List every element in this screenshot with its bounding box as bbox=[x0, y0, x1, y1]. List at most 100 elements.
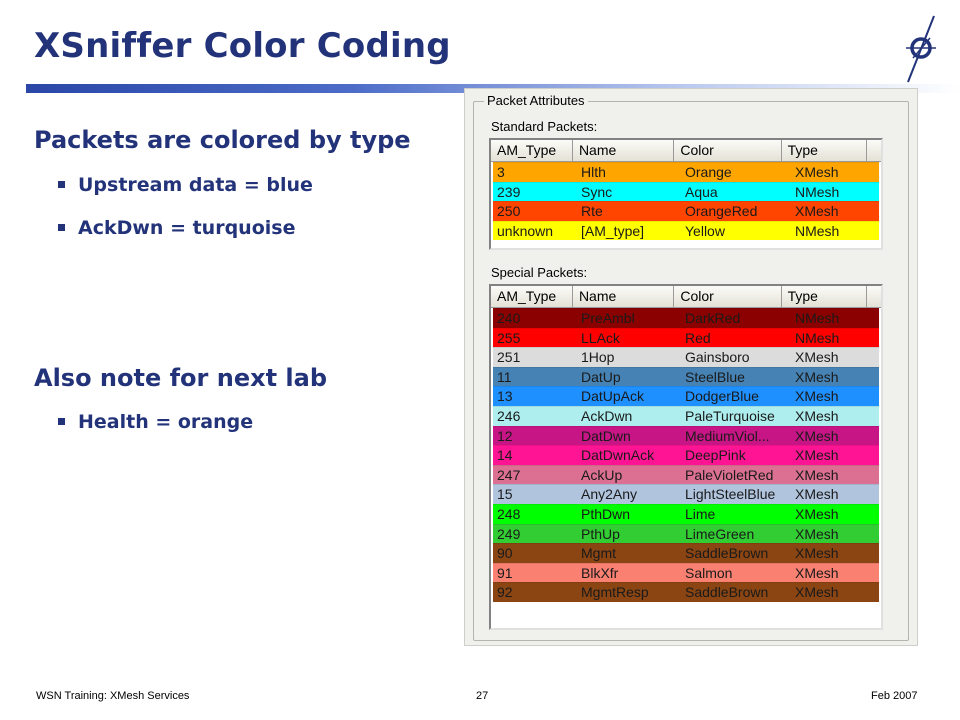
table-row[interactable]: 249 PthUp LimeGreen XMesh bbox=[493, 523, 879, 544]
cell-type: XMesh bbox=[795, 349, 839, 366]
table-row[interactable]: 255 LLAck Red NMesh bbox=[493, 327, 879, 348]
bullet-text: AckDwn = turquoise bbox=[78, 217, 296, 239]
cell-color: Aqua bbox=[685, 183, 718, 200]
standard-packets-list[interactable]: AM_Type Name Color Type 3 Hlth Orange XMesh… bbox=[489, 138, 883, 250]
table-row[interactable]: 14 DatDwnAck DeepPink XMesh bbox=[493, 445, 879, 465]
table-row[interactable]: unknown [AM_type] Yellow NMesh bbox=[493, 220, 879, 241]
cell-color: DarkRed bbox=[685, 310, 741, 326]
cell-type: XMesh bbox=[795, 486, 839, 503]
cell-am: unknown bbox=[497, 222, 554, 239]
cell-color: Yellow bbox=[685, 222, 725, 239]
cell-type: XMesh bbox=[795, 584, 839, 601]
cell-am: 92 bbox=[497, 584, 513, 601]
table-row[interactable]: 13 DatUpAck DodgerBlue XMesh bbox=[493, 386, 879, 406]
cell-color: SaddleBrown bbox=[685, 584, 769, 601]
cell-color: PaleVioletRed bbox=[685, 466, 774, 483]
groupbox-label: Packet Attributes bbox=[484, 93, 588, 108]
cell-name: BlkXfr bbox=[581, 564, 619, 581]
standard-packets-label: Standard Packets: bbox=[491, 119, 598, 134]
heading-next-lab: Also note for next lab bbox=[34, 364, 328, 392]
compass-logo-icon bbox=[906, 15, 936, 83]
cell-name: MgmtResp bbox=[581, 584, 649, 601]
cell-type: XMesh bbox=[795, 447, 839, 464]
cell-type: NMesh bbox=[795, 310, 840, 326]
column-header-color[interactable]: Color bbox=[674, 286, 782, 308]
column-header-name[interactable]: Name bbox=[572, 140, 675, 162]
cell-am: 14 bbox=[497, 447, 513, 464]
cell-type: XMesh bbox=[795, 466, 839, 483]
cell-am: 246 bbox=[497, 407, 521, 424]
bullet-ackdwn: AckDwn = turquoise bbox=[58, 217, 296, 239]
bullet-square-icon bbox=[58, 181, 65, 188]
standard-rows: 3 Hlth Orange XMesh 239 Sync Aqua NMesh 250 Rte Or… bbox=[491, 162, 881, 241]
cell-type: XMesh bbox=[795, 505, 839, 522]
table-row[interactable]: 92 MgmtResp SaddleBrown XMesh bbox=[493, 582, 879, 602]
table-row[interactable]: 239 Sync Aqua NMesh bbox=[493, 181, 879, 202]
cell-name: PreAmbl bbox=[581, 310, 635, 326]
table-row[interactable]: 91 BlkXfr Salmon XMesh bbox=[493, 562, 879, 583]
cell-type: XMesh bbox=[795, 564, 839, 581]
table-row[interactable]: 248 PthDwn Lime XMesh bbox=[493, 503, 879, 524]
table-row[interactable]: 250 Rte OrangeRed XMesh bbox=[493, 201, 879, 221]
cell-name: [AM_type] bbox=[581, 222, 645, 239]
table-row[interactable]: 12 DatDwn MediumViol... XMesh bbox=[493, 425, 879, 446]
cell-color: Orange bbox=[685, 164, 732, 180]
cell-type: XMesh bbox=[795, 164, 839, 180]
cell-am: 11 bbox=[497, 368, 512, 385]
bullet-upstream: Upstream data = blue bbox=[58, 174, 313, 196]
column-header-spacer bbox=[867, 140, 882, 162]
column-header-am-type[interactable]: AM_Type bbox=[491, 140, 573, 162]
cell-am: 249 bbox=[497, 525, 521, 542]
table-row[interactable]: 240 PreAmbl DarkRed NMesh bbox=[493, 308, 879, 328]
cell-type: XMesh bbox=[795, 203, 839, 220]
cell-type: NMesh bbox=[795, 183, 840, 200]
column-header-color[interactable]: Color bbox=[674, 140, 782, 162]
cell-name: 1Hop bbox=[581, 349, 615, 366]
table-row[interactable]: 251 1Hop Gainsboro XMesh bbox=[493, 347, 879, 367]
cell-am: 255 bbox=[497, 329, 521, 346]
column-header-name[interactable]: Name bbox=[572, 286, 675, 308]
table-row[interactable]: 247 AckUp PaleVioletRed XMesh bbox=[493, 464, 879, 485]
cell-color: OrangeRed bbox=[685, 203, 758, 220]
cell-name: PthUp bbox=[581, 525, 620, 542]
bullet-square-icon bbox=[58, 418, 65, 425]
cell-color: Gainsboro bbox=[685, 349, 750, 366]
cell-name: PthDwn bbox=[581, 505, 631, 522]
table-row[interactable]: 15 Any2Any LightSteelBlue XMesh bbox=[493, 484, 879, 504]
cell-am: 240 bbox=[497, 310, 521, 326]
cell-type: XMesh bbox=[795, 525, 839, 542]
cell-name: AckDwn bbox=[581, 407, 633, 424]
column-header-spacer bbox=[867, 286, 882, 308]
cell-type: XMesh bbox=[795, 427, 839, 444]
cell-am: 248 bbox=[497, 505, 521, 522]
list-header: AM_Type Name Color Type bbox=[491, 286, 882, 308]
cell-color: Salmon bbox=[685, 564, 733, 581]
table-row[interactable]: 11 DatUp SteelBlue XMesh bbox=[493, 366, 879, 387]
footer-course-title: WSN Training: XMesh Services bbox=[36, 690, 190, 702]
cell-name: AckUp bbox=[581, 466, 623, 483]
cell-color: LightSteelBlue bbox=[685, 486, 776, 503]
cell-am: 15 bbox=[497, 486, 513, 503]
table-row[interactable]: 3 Hlth Orange XMesh bbox=[493, 162, 879, 182]
column-header-type[interactable]: Type bbox=[781, 140, 868, 162]
cell-name: Rte bbox=[581, 203, 603, 220]
cell-name: DatUp bbox=[581, 368, 621, 385]
cell-type: XMesh bbox=[795, 407, 839, 424]
table-row[interactable]: 246 AckDwn PaleTurquoise XMesh bbox=[493, 405, 879, 426]
cell-name: Sync bbox=[581, 183, 613, 200]
column-header-type[interactable]: Type bbox=[781, 286, 868, 308]
special-packets-list[interactable]: AM_Type Name Color Type 240 PreAmbl DarkRe… bbox=[489, 284, 883, 630]
cell-color: DodgerBlue bbox=[685, 388, 759, 405]
cell-name: DatUpAck bbox=[581, 388, 645, 405]
footer-page-number: 27 bbox=[476, 690, 489, 702]
cell-type: XMesh bbox=[795, 545, 839, 562]
cell-color: SaddleBrown bbox=[685, 545, 769, 562]
cell-color: MediumViol... bbox=[685, 427, 770, 444]
cell-color: Lime bbox=[685, 505, 716, 522]
cell-color: Red bbox=[685, 329, 711, 346]
cell-am: 90 bbox=[497, 545, 513, 562]
column-header-am-type[interactable]: AM_Type bbox=[491, 286, 573, 308]
table-row[interactable]: 90 Mgmt SaddleBrown XMesh bbox=[493, 543, 879, 563]
cell-type: NMesh bbox=[795, 222, 840, 239]
cell-color: LimeGreen bbox=[685, 525, 755, 542]
